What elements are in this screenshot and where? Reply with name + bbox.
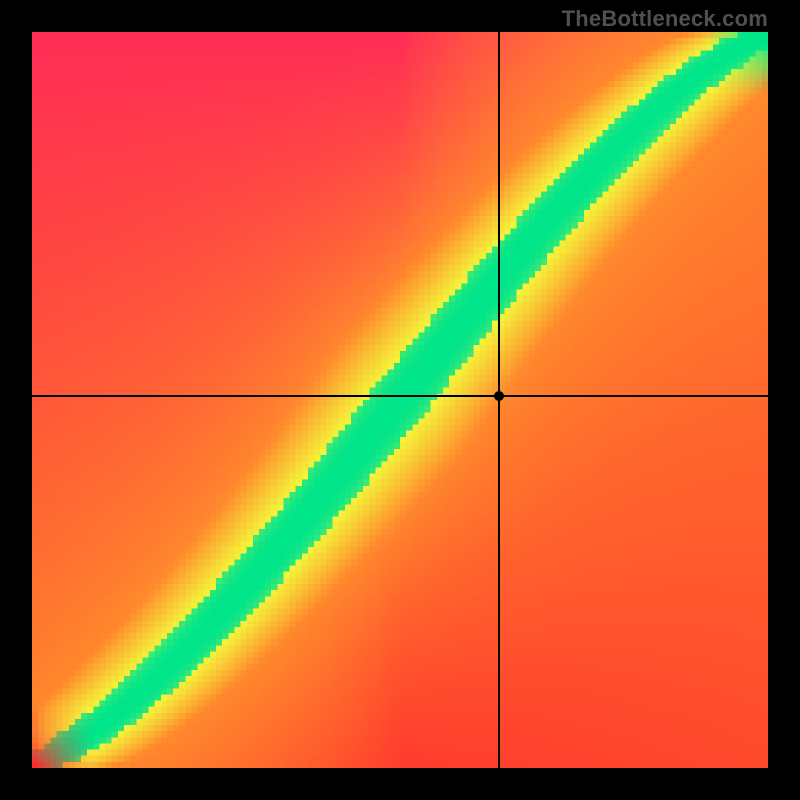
crosshair-horizontal xyxy=(32,395,768,397)
heatmap-canvas xyxy=(32,32,768,768)
frame-border-right xyxy=(768,0,800,800)
bottleneck-heatmap-plot xyxy=(32,32,768,768)
crosshair-marker-dot xyxy=(494,391,504,401)
frame-border-bottom xyxy=(0,768,800,800)
frame-border-left xyxy=(0,0,32,800)
watermark-text: TheBottleneck.com xyxy=(562,6,768,32)
